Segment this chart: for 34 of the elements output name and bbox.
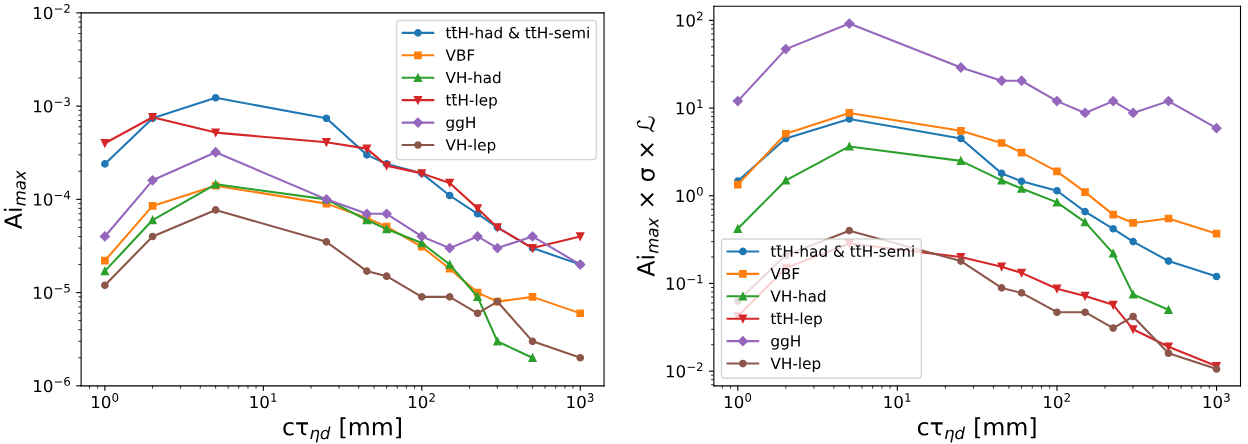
y-tick-label: 10$^{−2}$ <box>666 362 703 378</box>
y-axis-title: Ai$_{max}$ <box>3 170 26 230</box>
y-tick-label: 10$^{−3}$ <box>34 97 70 113</box>
x-tick-label: 10$^{3}$ <box>567 393 594 409</box>
legend-label: VH-lep <box>770 357 821 373</box>
y-tick-label: 10$^{0}$ <box>676 186 703 203</box>
y-tick-label: 10$^{−5}$ <box>34 283 70 300</box>
y-tick-label: 10$^{−6}$ <box>34 377 71 393</box>
legend-label: ggH <box>771 335 800 350</box>
x-tick-label: 10$^{2}$ <box>1044 393 1070 409</box>
x-axis-title: cτ$_{ηd}$ [mm] <box>917 417 1036 443</box>
y-tick-label: 10$^{−1}$ <box>666 274 703 290</box>
x-tick-label: 10$^{1}$ <box>884 393 911 409</box>
legend-label: tt̄H-had & tt̄H-semi <box>445 26 589 39</box>
legend-label: VBF <box>770 268 800 280</box>
y-tick-label: 10$^{1}$ <box>676 99 703 115</box>
legend-label: VH-lep <box>445 138 496 154</box>
legend-label: VBF <box>445 49 475 61</box>
legend-label: tt̄H-lep <box>770 312 822 328</box>
x-tick-label: 10$^{0}$ <box>92 393 119 409</box>
x-tick-label: 10$^{1}$ <box>250 393 277 409</box>
x-axis-title: cτ$_{ηd}$ [mm] <box>283 417 401 443</box>
legend-label: VH-had <box>445 71 501 84</box>
x-tick-label: 10$^{2}$ <box>408 393 435 409</box>
x-tick-label: 10$^{0}$ <box>724 393 752 409</box>
y-tick-label: 10$^{2}$ <box>676 11 703 27</box>
legend-label: tt̄H-had & tt̄H-semi <box>770 245 914 257</box>
y-tick-label: 10$^{−4}$ <box>34 190 71 206</box>
x-tick-label: 10$^{3}$ <box>1203 393 1230 409</box>
legend-label: VH-had <box>770 290 826 302</box>
legend-label: tt̄H-lep <box>445 93 497 109</box>
y-axis-title: Ai$_{max}$ × σ × ℒ <box>636 116 659 277</box>
y-tick-label: 10$^{−2}$ <box>34 4 70 20</box>
legend-label: ggH <box>446 116 475 132</box>
